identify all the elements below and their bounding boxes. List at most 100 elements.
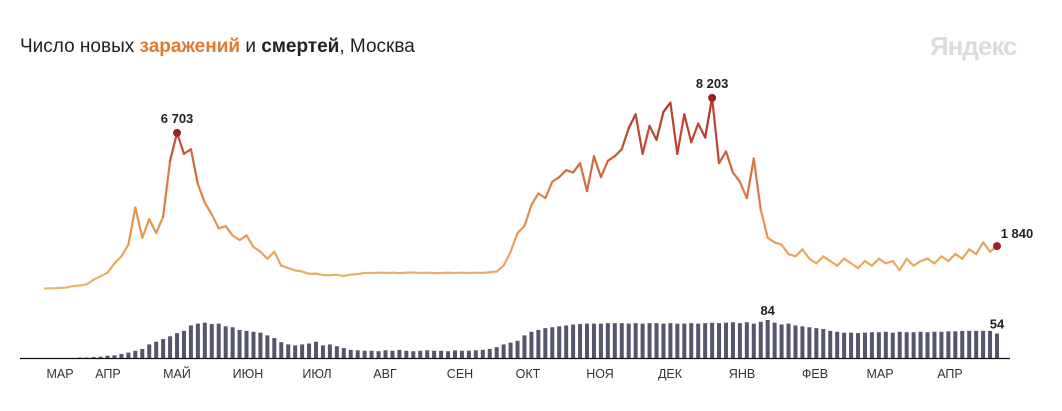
death-bar [557, 326, 562, 358]
peak-marker [173, 128, 182, 137]
month-label: ИЮЛ [302, 367, 331, 381]
infection-segment [516, 224, 526, 235]
infection-segment [495, 264, 505, 273]
death-bar [188, 325, 193, 358]
infection-segment [738, 180, 748, 200]
death-bar [689, 323, 694, 358]
infection-segment [961, 248, 971, 260]
infection-segment [822, 255, 832, 263]
death-bar [105, 355, 110, 358]
title-text: Число новых [20, 36, 140, 57]
death-bar [501, 344, 506, 358]
infection-segment [891, 259, 901, 272]
infection-segment [620, 127, 630, 151]
death-bar [355, 350, 360, 358]
infection-segment [544, 180, 554, 200]
infection-segment [356, 271, 366, 276]
infection-segment [287, 266, 297, 272]
death-bar [869, 332, 874, 358]
death-bar [856, 333, 861, 358]
death-bar [925, 332, 930, 358]
infection-segment [766, 236, 776, 244]
death-bar [320, 345, 325, 358]
death-bar [758, 321, 763, 358]
infection-segment [843, 257, 853, 265]
infection-segment [217, 224, 227, 230]
infection-segment [85, 278, 95, 286]
infection-segment [870, 257, 880, 267]
death-bar [112, 355, 117, 358]
death-bar [995, 333, 999, 358]
death-bar [459, 350, 464, 358]
infection-segment [592, 155, 603, 179]
chart-title: Число новых заражений и смертей, Москва [20, 36, 415, 58]
month-label: ИЮН [233, 367, 264, 381]
infection-segment [578, 162, 589, 193]
death-bar [897, 331, 902, 358]
death-bar [835, 331, 840, 358]
death-bar [786, 323, 791, 358]
infection-segment [710, 96, 721, 165]
annotations: 6 703 8 203 1 840 84 54 [161, 76, 1034, 332]
death-bar [751, 323, 756, 358]
peak-marker [708, 93, 717, 102]
death-bar [654, 323, 659, 358]
infection-segment [210, 213, 220, 230]
infection-segment [134, 206, 144, 239]
infection-segment [162, 159, 172, 218]
infection-segment [815, 255, 825, 265]
infection-segment [627, 113, 637, 130]
death-bar [327, 344, 332, 358]
death-bar [334, 346, 339, 358]
death-bar [849, 332, 854, 358]
death-bar [890, 332, 895, 358]
death-bar [591, 323, 596, 358]
death-bar [466, 350, 471, 358]
death-bar [953, 331, 958, 358]
infection-segment [120, 243, 130, 258]
death-bar [147, 344, 152, 358]
death-bar [341, 348, 346, 358]
month-label: ОКТ [516, 367, 541, 381]
infection-segment [717, 150, 728, 165]
death-bar [286, 344, 291, 358]
death-bar [605, 323, 610, 358]
death-bar [661, 323, 666, 358]
infection-segment [808, 257, 818, 265]
month-label: ФЕВ [802, 367, 828, 381]
death-bar [515, 340, 520, 358]
death-bar [911, 332, 916, 358]
infection-segment [676, 113, 686, 155]
infection-value-label: 6 703 [161, 111, 194, 126]
infection-segment [99, 271, 109, 278]
death-bar [390, 350, 395, 358]
infection-segment [836, 257, 846, 267]
infection-segment [863, 259, 874, 267]
death-bar [946, 331, 951, 358]
infection-segment [196, 183, 206, 204]
infection-segment [933, 255, 943, 265]
death-bar [411, 351, 416, 358]
infection-segment [565, 169, 575, 174]
death-bar [640, 323, 645, 358]
death-bar [675, 323, 680, 358]
death-bar [272, 338, 277, 358]
month-label: МАЙ [163, 366, 191, 381]
infection-segment [724, 150, 735, 174]
death-bar [939, 331, 944, 358]
death-bar [842, 332, 847, 358]
death-bar [195, 323, 200, 358]
infection-segment [155, 215, 165, 235]
infection-segment [641, 124, 651, 155]
death-bar [251, 331, 256, 358]
infection-segment [572, 162, 582, 174]
death-bar [585, 323, 590, 358]
infection-segment [947, 252, 957, 263]
infection-segment [537, 192, 547, 200]
x-axis-labels: МАР АПР МАЙ ИЮН ИЮЛ АВГ СЕН ОКТ НОЯ ДЕК ЯНВ ФЕВ МАР А… [46, 366, 962, 381]
death-bar [161, 339, 166, 358]
month-label: АВГ [373, 367, 397, 381]
death-bar [397, 349, 402, 358]
infection-segment [926, 257, 936, 265]
